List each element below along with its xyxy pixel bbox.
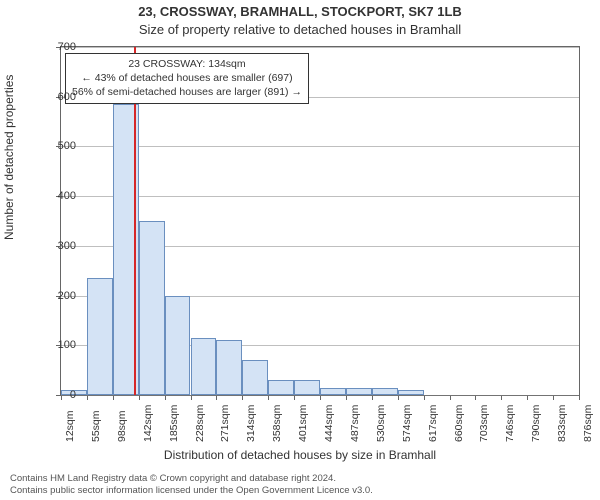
xtick-mark <box>87 396 88 400</box>
histogram-bar <box>242 360 268 395</box>
title-main: 23, CROSSWAY, BRAMHALL, STOCKPORT, SK7 1… <box>0 4 600 19</box>
xtick-label: 55sqm <box>91 410 102 442</box>
xtick-mark <box>579 396 580 400</box>
xtick-mark <box>553 396 554 400</box>
chart-container: 23, CROSSWAY, BRAMHALL, STOCKPORT, SK7 1… <box>0 0 600 500</box>
xtick-label: 487sqm <box>350 405 361 442</box>
xtick-label: 12sqm <box>65 410 76 442</box>
histogram-bar <box>87 278 113 395</box>
xtick-label: 444sqm <box>324 405 335 442</box>
ytick-label: 0 <box>36 390 76 401</box>
title-sub: Size of property relative to detached ho… <box>0 22 600 37</box>
histogram-bar <box>294 380 320 395</box>
xtick-label: 271sqm <box>220 405 231 442</box>
plot-area: 23 CROSSWAY: 134sqm← 43% of detached hou… <box>60 46 580 396</box>
annotation-line: 56% of semi-detached houses are larger (… <box>72 85 302 99</box>
footer-line-1: Contains HM Land Registry data © Crown c… <box>10 473 373 485</box>
xtick-label: 746sqm <box>505 405 516 442</box>
histogram-bar <box>165 296 191 395</box>
histogram-bar <box>346 388 372 395</box>
ytick-label: 700 <box>36 42 76 53</box>
xtick-label: 833sqm <box>557 405 568 442</box>
xtick-mark <box>242 396 243 400</box>
xtick-label: 98sqm <box>117 410 128 442</box>
xtick-mark <box>527 396 528 400</box>
xtick-label: 574sqm <box>402 405 413 442</box>
xtick-mark <box>450 396 451 400</box>
xtick-label: 142sqm <box>143 405 154 442</box>
histogram-bar <box>191 338 217 395</box>
histogram-bar <box>216 340 242 395</box>
xtick-label: 660sqm <box>454 405 465 442</box>
xtick-mark <box>475 396 476 400</box>
xtick-label: 703sqm <box>479 405 490 442</box>
x-axis-label: Distribution of detached houses by size … <box>0 448 600 462</box>
annotation-box: 23 CROSSWAY: 134sqm← 43% of detached hou… <box>65 53 309 104</box>
ytick-label: 600 <box>36 92 76 103</box>
footer-attribution: Contains HM Land Registry data © Crown c… <box>10 473 373 497</box>
xtick-mark <box>165 396 166 400</box>
footer-line-2: Contains public sector information licen… <box>10 485 373 497</box>
xtick-mark <box>113 396 114 400</box>
xtick-label: 530sqm <box>376 405 387 442</box>
histogram-bar <box>139 221 165 395</box>
annotation-line: 23 CROSSWAY: 134sqm <box>72 57 302 71</box>
histogram-bar <box>268 380 294 395</box>
xtick-mark <box>216 396 217 400</box>
xtick-mark <box>61 396 62 400</box>
xtick-mark <box>424 396 425 400</box>
xtick-label: 358sqm <box>272 405 283 442</box>
xtick-label: 228sqm <box>195 405 206 442</box>
xtick-mark <box>268 396 269 400</box>
histogram-bar <box>372 388 398 395</box>
ytick-label: 100 <box>36 340 76 351</box>
gridline <box>61 47 579 48</box>
ytick-label: 200 <box>36 291 76 302</box>
xtick-mark <box>320 396 321 400</box>
ytick-label: 300 <box>36 241 76 252</box>
xtick-label: 401sqm <box>298 405 309 442</box>
xtick-mark <box>294 396 295 400</box>
xtick-label: 185sqm <box>169 405 180 442</box>
xtick-mark <box>501 396 502 400</box>
xtick-mark <box>346 396 347 400</box>
xtick-label: 314sqm <box>246 405 257 442</box>
xtick-label: 617sqm <box>428 405 439 442</box>
xtick-label: 790sqm <box>531 405 542 442</box>
y-axis-label: Number of detached properties <box>2 75 16 240</box>
xtick-mark <box>398 396 399 400</box>
xtick-label: 876sqm <box>583 405 594 442</box>
ytick-label: 400 <box>36 191 76 202</box>
xtick-mark <box>191 396 192 400</box>
xtick-mark <box>372 396 373 400</box>
histogram-bar <box>398 390 424 395</box>
annotation-line: ← 43% of detached houses are smaller (69… <box>72 71 302 85</box>
ytick-label: 500 <box>36 141 76 152</box>
histogram-bar <box>320 388 346 395</box>
xtick-mark <box>139 396 140 400</box>
